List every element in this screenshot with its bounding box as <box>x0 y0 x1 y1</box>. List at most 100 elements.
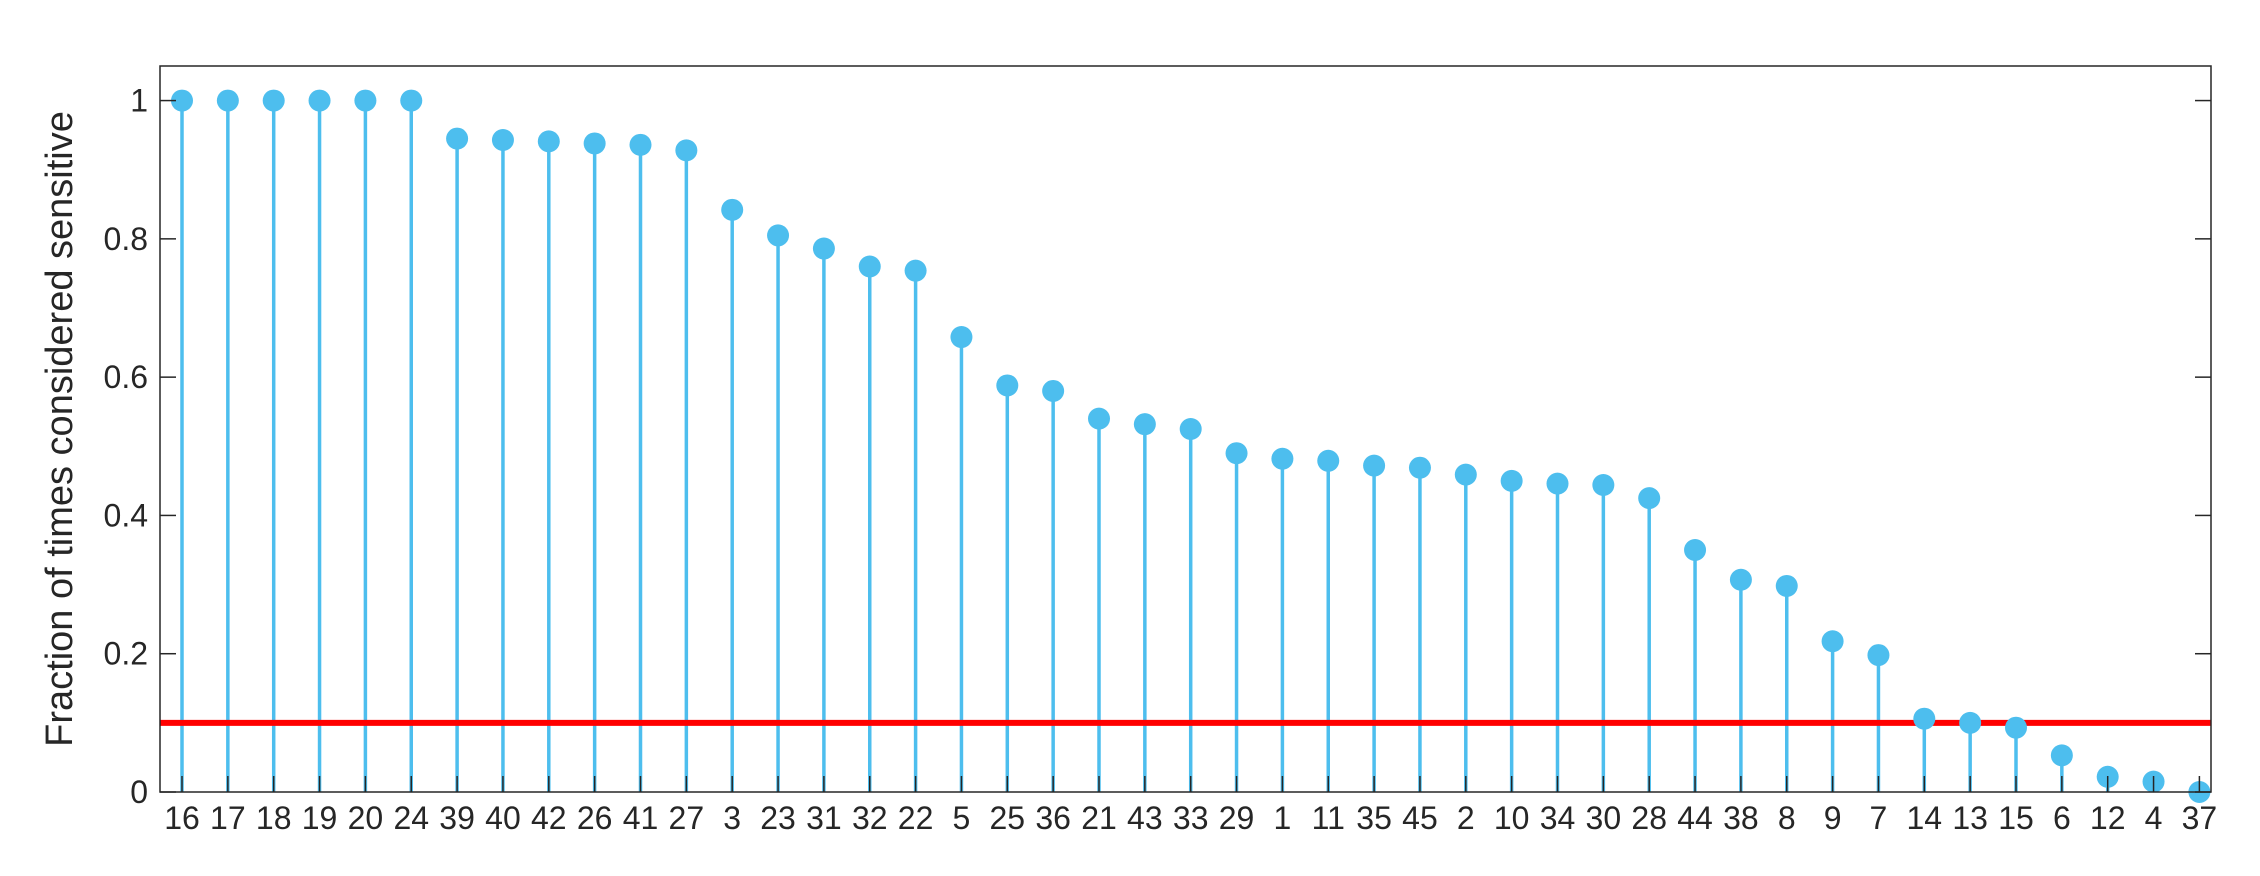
marker-32 <box>858 255 881 278</box>
x-tick-label-36: 36 <box>1035 800 1071 836</box>
x-tick-label-20: 20 <box>348 800 384 836</box>
stems-layer <box>180 100 2156 792</box>
marker-31 <box>812 237 835 260</box>
marker-2 <box>1454 463 1477 486</box>
x-tick-label-38: 38 <box>1723 800 1759 836</box>
x-tick-label-37: 37 <box>2182 800 2218 836</box>
marker-15 <box>2005 716 2027 739</box>
marker-21 <box>1088 407 1110 430</box>
marker-33 <box>1179 418 1202 440</box>
x-tick-label-26: 26 <box>577 800 613 836</box>
x-tick-label-16: 16 <box>164 800 200 836</box>
x-tick-label-8: 8 <box>1778 800 1796 836</box>
x-tick-label-15: 15 <box>1998 800 2034 836</box>
x-tick-label-6: 6 <box>2053 800 2071 836</box>
marker-24 <box>400 89 423 112</box>
axes-box <box>159 65 2212 793</box>
x-tick-label-28: 28 <box>1631 800 1667 836</box>
marker-34 <box>1546 472 1569 495</box>
marker-9 <box>1821 630 1844 653</box>
marker-40 <box>491 128 514 151</box>
marker-3 <box>721 198 744 221</box>
x-tick-label-3: 3 <box>723 800 741 836</box>
marker-14 <box>1913 707 1936 730</box>
marker-25 <box>996 374 1019 397</box>
y-ticks-layer: 0 0.2 0.4 0.6 0.8 1 <box>104 83 2211 810</box>
y-tick-label-4: 0.8 <box>104 221 148 257</box>
x-tick-label-13: 13 <box>1952 800 1988 836</box>
x-tick-label-39: 39 <box>439 800 475 836</box>
marker-18 <box>262 89 285 112</box>
marker-39 <box>446 127 469 150</box>
x-tick-label-42: 42 <box>531 800 567 836</box>
x-tick-label-33: 33 <box>1173 800 1209 836</box>
marker-23 <box>767 224 790 247</box>
x-tick-label-29: 29 <box>1219 800 1255 836</box>
marker-38 <box>1729 568 1752 591</box>
marker-22 <box>904 259 927 282</box>
marker-43 <box>1133 413 1156 436</box>
x-tick-label-9: 9 <box>1824 800 1842 836</box>
x-tick-label-4: 4 <box>2145 800 2163 836</box>
x-tick-label-24: 24 <box>393 800 429 836</box>
marker-41 <box>629 133 652 156</box>
x-tick-label-7: 7 <box>1870 800 1888 836</box>
marker-17 <box>216 89 239 112</box>
x-tick-label-30: 30 <box>1586 800 1622 836</box>
marker-13 <box>1959 711 1982 734</box>
marker-11 <box>1317 449 1340 472</box>
marker-26 <box>583 132 606 155</box>
x-tick-label-45: 45 <box>1402 800 1438 836</box>
x-tick-label-34: 34 <box>1540 800 1576 836</box>
x-tick-label-27: 27 <box>669 800 705 836</box>
marker-28 <box>1638 487 1661 510</box>
marker-44 <box>1684 539 1707 561</box>
x-tick-label-17: 17 <box>210 800 246 836</box>
y-tick-label-1: 0.2 <box>104 636 148 672</box>
x-tick-label-44: 44 <box>1677 800 1713 836</box>
y-tick-label-3: 0.6 <box>104 359 148 395</box>
x-tick-label-41: 41 <box>623 800 659 836</box>
marker-8 <box>1775 574 1798 597</box>
x-tick-label-11: 11 <box>1312 800 1345 836</box>
marker-6 <box>2050 744 2073 767</box>
y-axis-label: Fraction of times considered sensitive <box>39 111 81 747</box>
y-tick-label-5: 1 <box>130 83 148 119</box>
x-tick-label-19: 19 <box>302 800 338 836</box>
marker-42 <box>537 130 560 153</box>
marker-29 <box>1225 442 1248 465</box>
x-tick-label-35: 35 <box>1356 800 1392 836</box>
marker-30 <box>1592 474 1615 497</box>
x-tick-label-32: 32 <box>852 800 888 836</box>
x-tick-label-18: 18 <box>256 800 292 836</box>
x-tick-label-23: 23 <box>760 800 796 836</box>
marker-45 <box>1408 456 1431 479</box>
y-tick-label-2: 0.4 <box>104 497 148 533</box>
marker-27 <box>675 139 698 162</box>
x-tick-label-25: 25 <box>990 800 1026 836</box>
marker-19 <box>308 89 331 112</box>
markers-layer <box>171 89 2211 803</box>
x-tick-label-10: 10 <box>1494 800 1530 836</box>
x-ticks-layer: 16 17 18 19 20 24 39 40 42 26 41 27 3 23 31 32 22 5 25 36 21… <box>164 776 2217 836</box>
marker-10 <box>1500 469 1523 492</box>
x-tick-label-1: 1 <box>1274 800 1292 836</box>
x-tick-label-43: 43 <box>1127 800 1163 836</box>
marker-7 <box>1867 644 1890 667</box>
x-tick-label-5: 5 <box>953 800 971 836</box>
y-tick-label-0: 0 <box>130 774 148 810</box>
x-tick-label-14: 14 <box>1907 800 1943 836</box>
marker-16 <box>171 89 193 112</box>
marker-5 <box>950 326 973 349</box>
x-tick-label-31: 31 <box>806 800 842 836</box>
marker-36 <box>1042 379 1065 402</box>
x-tick-label-21: 21 <box>1081 800 1117 836</box>
x-tick-label-12: 12 <box>2090 800 2126 836</box>
marker-20 <box>354 89 377 112</box>
marker-1 <box>1271 447 1294 470</box>
x-tick-label-22: 22 <box>898 800 934 836</box>
x-tick-label-40: 40 <box>485 800 521 836</box>
marker-35 <box>1363 454 1386 477</box>
x-tick-label-2: 2 <box>1457 800 1475 836</box>
